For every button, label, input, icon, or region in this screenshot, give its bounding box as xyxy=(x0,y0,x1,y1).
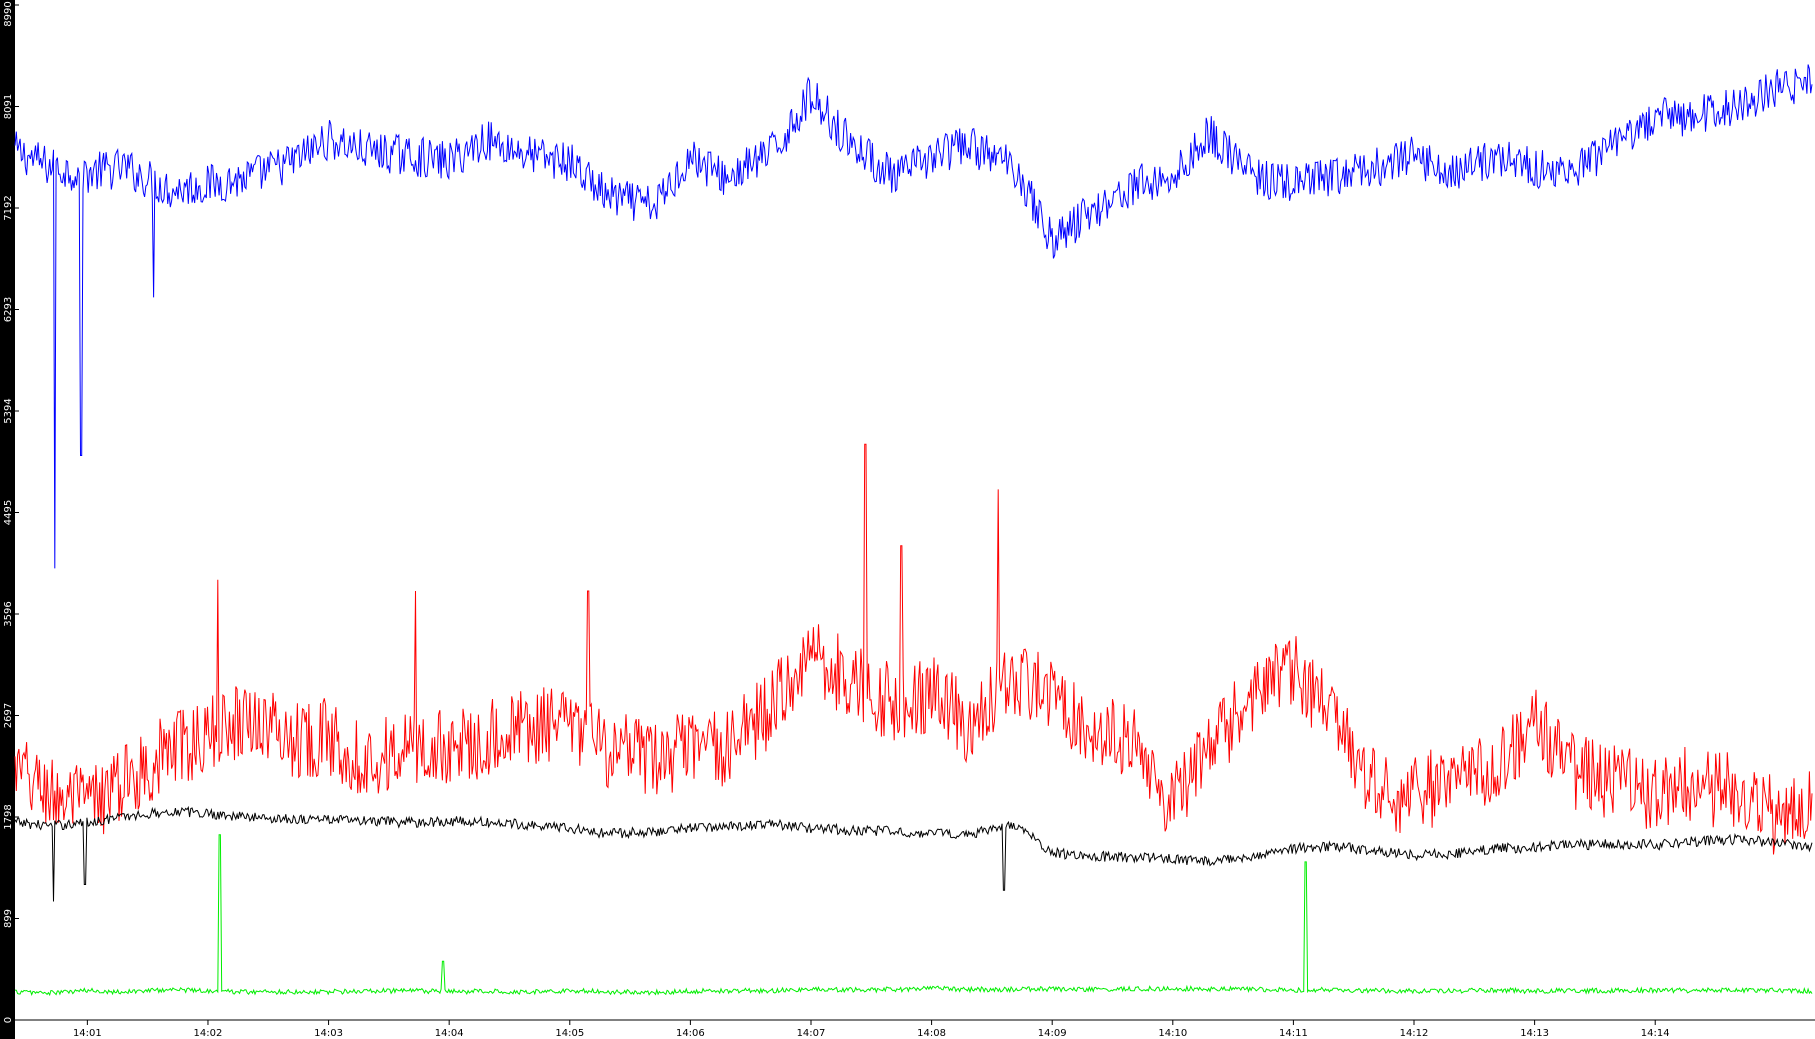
x-tick-label: 14:05 xyxy=(555,1028,584,1039)
x-tick-label: 14:10 xyxy=(1158,1028,1187,1039)
y-tick-label: 4495 xyxy=(3,500,14,525)
y-tick-label: 899 xyxy=(3,909,14,928)
x-tick-label: 14:06 xyxy=(676,1028,705,1039)
series-line-2 xyxy=(14,443,1813,855)
x-tick-label: 14:11 xyxy=(1279,1028,1308,1039)
series-line-1 xyxy=(14,64,1813,569)
y-tick-labels: 0 899 1798 2697 3596 4495 5394 6293 7192 8091 8990 xyxy=(3,1,19,1023)
y-tick-label: 0 xyxy=(3,1017,14,1023)
x-tick-label: 14:04 xyxy=(435,1028,464,1039)
x-tick-label: 14:13 xyxy=(1520,1028,1549,1039)
x-tick-label: 14:14 xyxy=(1641,1028,1670,1039)
x-tick-label: 14:03 xyxy=(314,1028,343,1039)
y-tick-label: 8990 xyxy=(3,1,14,26)
x-tick-label: 14:12 xyxy=(1400,1028,1429,1039)
y-tick-label: 1798 xyxy=(3,804,14,829)
y-axis-bar xyxy=(0,0,15,1039)
x-tick-label: 14:08 xyxy=(917,1028,946,1039)
x-tick-label: 14:02 xyxy=(194,1028,223,1039)
series-layer xyxy=(14,64,1813,997)
y-tick-label: 6293 xyxy=(3,297,14,322)
x-tick-label: 14:01 xyxy=(73,1028,102,1039)
x-tick-label: 14:09 xyxy=(1038,1028,1067,1039)
x-tick-label: 14:07 xyxy=(797,1028,826,1039)
y-tick-label: 5394 xyxy=(3,398,14,423)
series-line-4 xyxy=(14,834,1813,997)
y-tick-label: 7192 xyxy=(3,195,14,220)
series-line-3 xyxy=(14,805,1813,902)
x-tick-labels: 14:01 14:02 14:03 14:04 14:05 14:06 14:07 14:08… xyxy=(73,1020,1670,1039)
y-tick-label: 2697 xyxy=(3,703,14,728)
y-tick-label: 3596 xyxy=(3,601,14,626)
y-tick-label: 8091 xyxy=(3,94,14,119)
